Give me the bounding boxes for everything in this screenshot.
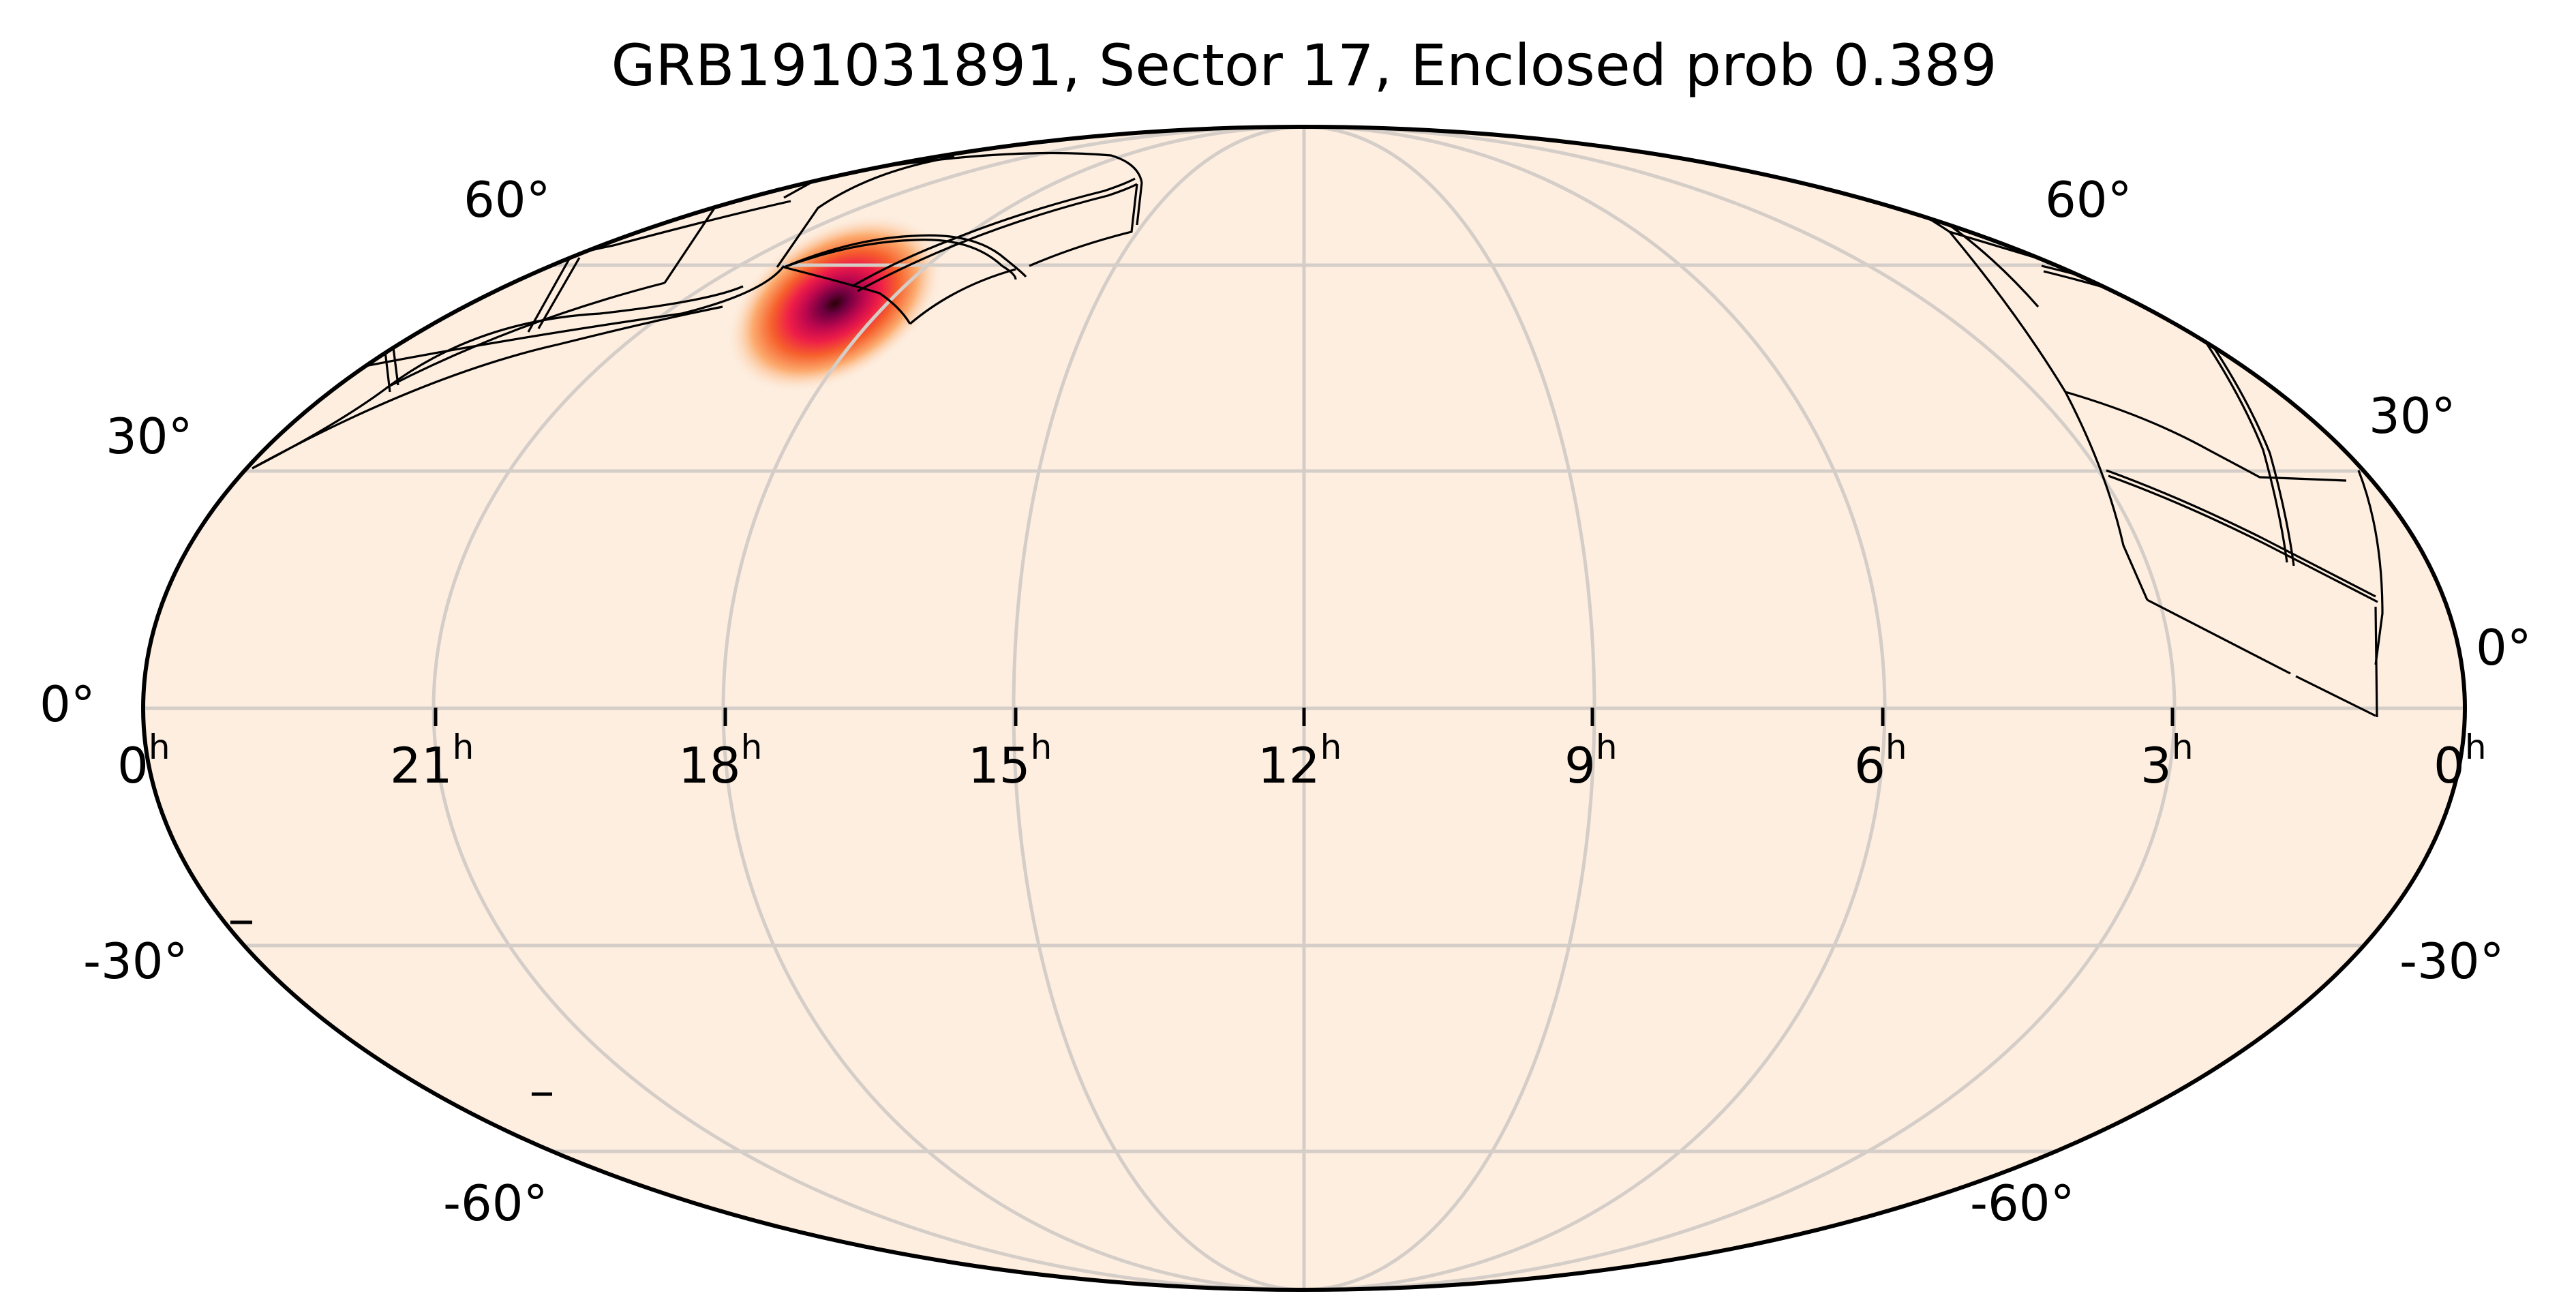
- dec-tick-labels-right: 60° 30° 0° -30° -60°: [1970, 171, 2532, 1232]
- dec-label-0-left: 0°: [40, 676, 95, 733]
- chart-title: GRB191031891, Sector 17, Enclosed prob 0…: [611, 32, 1997, 99]
- ra-label-21h: 21h: [390, 727, 474, 794]
- ra-label-12h: 12h: [1258, 727, 1342, 794]
- ra-label-6h: 6h: [1854, 727, 1907, 794]
- ra-tick-labels: 0h 21h 18h 15h 12h 9h 6h 3h 0h: [117, 727, 2487, 794]
- ra-label-0h-right: 0h: [2434, 727, 2487, 794]
- probability-heatmap: [726, 213, 944, 393]
- map-frame: [141, 125, 2467, 1292]
- dec-label-m30-left: -30°: [83, 933, 188, 990]
- ra-label-15h: 15h: [968, 727, 1052, 794]
- dec-tick-labels-left: 60° 30° 0° -30° -60°: [40, 171, 551, 1232]
- dec-label-30-left: 30°: [106, 408, 193, 465]
- dec-label-30-right: 30°: [2369, 387, 2456, 444]
- ra-ticks: [230, 708, 2175, 1096]
- dec-label-60-right: 60°: [2045, 171, 2132, 228]
- ra-label-3h: 3h: [2140, 727, 2194, 794]
- dec-label-m60-left: -60°: [443, 1175, 548, 1232]
- ra-label-9h: 9h: [1564, 727, 1618, 794]
- dec-label-m60-right: -60°: [1970, 1175, 2075, 1232]
- dec-label-60-left: 60°: [464, 171, 551, 228]
- dec-label-m30-right: -30°: [2399, 933, 2504, 990]
- ra-label-18h: 18h: [678, 727, 762, 794]
- dec-label-0-right: 0°: [2476, 619, 2532, 676]
- ra-label-0h-left: 0h: [117, 727, 170, 794]
